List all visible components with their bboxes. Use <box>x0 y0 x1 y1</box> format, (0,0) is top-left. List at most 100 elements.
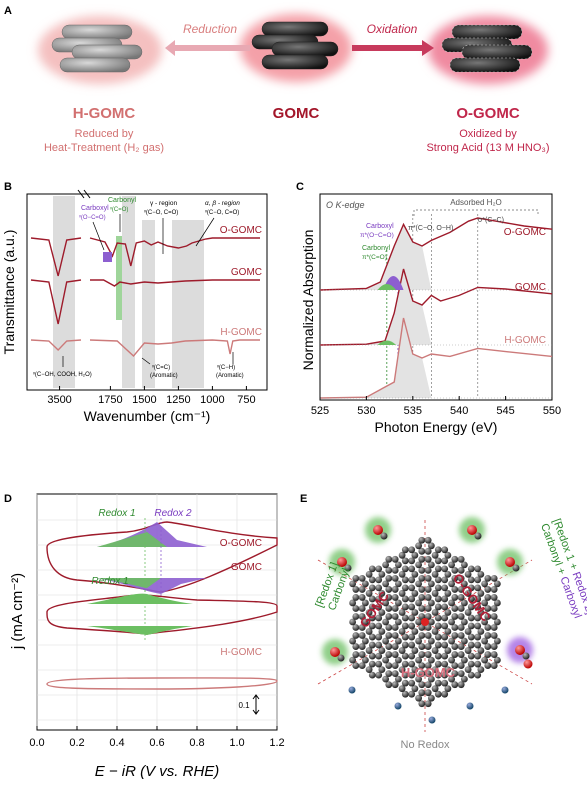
panel-b-carbonyl-sub: ᵛ(C=O) <box>109 207 128 213</box>
panel-e-carbon-atom <box>460 580 468 588</box>
panel-e-carbon-atom <box>375 595 383 603</box>
panel-e-carbon-atom <box>427 599 435 607</box>
panel-e-carbon-atom <box>424 536 432 544</box>
panel-e-carbon-atom <box>352 586 360 593</box>
panel-e-carbon-atom <box>398 590 406 597</box>
panel-e-carbon-atom <box>401 614 409 622</box>
panel-c-carbonyl-sub: π*(C=O) <box>362 254 387 261</box>
panel-e-carbon-atom <box>424 689 432 697</box>
panel-e-carbon-atom <box>464 666 472 674</box>
panel-e-carbon-atom <box>467 641 475 649</box>
panel-e-carbon-atom <box>408 546 416 554</box>
panel-e-carbon-atom <box>385 643 393 650</box>
panel-e-oxygen-atom <box>515 645 525 655</box>
panel-e-carbon-atom <box>375 603 383 611</box>
panel-e-carbon-atom <box>457 643 465 650</box>
h-gomc-line2: Heat-Treatment (H₂ gas) <box>44 142 164 154</box>
panel-d-o-gomc-redox1-ox <box>97 532 167 547</box>
panel-e-carbon-atom <box>484 613 492 620</box>
panel-e-carbon-atom <box>391 670 399 678</box>
panel-e-carbon-atom <box>481 618 489 626</box>
panel-e-carbon-atom <box>424 700 432 708</box>
panel-e-carbon-atom <box>451 613 459 620</box>
panel-e-carbon-atom <box>481 656 489 664</box>
panel-e-carbon-atom <box>441 576 449 584</box>
panel-e-carbon-atom <box>451 574 459 582</box>
panel-e-carbon-atom <box>380 532 388 540</box>
panel-e-carbon-atom <box>490 574 498 582</box>
panel-e-carbon-atom <box>394 656 402 664</box>
panel-e-carbon-atom <box>484 605 492 612</box>
panel-e-carbon-atom <box>375 622 383 630</box>
h-gomc-line1: Reduced by <box>75 128 134 140</box>
panel-e-carbon-atom <box>352 594 360 601</box>
panel-e-carbon-atom <box>441 557 449 565</box>
panel-d-redox1-gomc-label: Redox 1 <box>91 576 128 587</box>
panel-e-carbon-atom <box>474 671 482 679</box>
panel-e-carbon-atom <box>441 641 449 649</box>
panel-e-carbon-atom <box>398 685 406 693</box>
panel-e-carbon-atom <box>368 641 376 649</box>
panel-e-carbon-atom <box>441 565 449 573</box>
panel-e-carbon-atom <box>385 632 393 639</box>
panel-e-carbon-atom <box>401 641 409 649</box>
panel-e-carbon-atom <box>358 624 366 631</box>
panel-e-carbon-atom <box>382 656 390 664</box>
panel-b-series-label: GOMC <box>231 267 262 278</box>
panel-e-carbon-atom <box>358 574 366 582</box>
panel-e-carbon-atom <box>391 594 399 601</box>
panel-e-carbon-atom <box>358 632 366 639</box>
panel-e-carbon-atom <box>352 662 360 670</box>
panel-d-x-tick-label: 0.8 <box>189 737 204 749</box>
panel-e-carbon-atom <box>385 651 393 658</box>
panel-e-carbon-atom <box>477 570 485 578</box>
panel-e-carbon-atom <box>401 595 409 603</box>
panel-a-letter: A <box>4 5 12 17</box>
panel-e-carbon-atom <box>408 633 416 641</box>
panel-e-carbon-atom <box>368 565 376 573</box>
panel-c-x-tick-label: 540 <box>450 405 468 417</box>
panel-c-series-label: GOMC <box>515 282 546 293</box>
panel-b-carboxyl-label: Carboxyl <box>81 205 109 212</box>
panel-e-carbon-atom <box>418 547 426 555</box>
panel-e-carbon-atom <box>448 599 456 607</box>
h-gomc-title: H-GOMC <box>73 105 136 122</box>
panel-e-carbon-atom <box>490 643 498 650</box>
panel-b-series-line-left <box>30 339 82 351</box>
panel-e-carbon-atom <box>408 652 416 660</box>
panel-e-carbon-atom <box>464 647 472 654</box>
panel-e-hgomc-label: H-GOMC <box>401 665 456 680</box>
panel-e-carbon-atom <box>457 574 465 582</box>
panel-e-carbon-atom <box>415 618 423 626</box>
panel-c-sigma-label: σ*(C−C) <box>478 217 504 224</box>
panel-c-series-line <box>319 268 553 346</box>
panel-e-carbon-atom <box>424 643 432 650</box>
panel-e-carbon-atom <box>434 690 442 698</box>
panel-c-x-tick-label: 545 <box>496 405 514 417</box>
panel-e-carbon-atom <box>375 584 383 592</box>
panel-e-carbon-atom <box>424 662 432 670</box>
panel-c-ylabel: Normalized Absorption <box>300 230 316 371</box>
panel-c-frame <box>319 193 553 401</box>
panel-e-carbon-atom <box>467 622 475 630</box>
panel-e-carbon-atom <box>415 675 423 683</box>
panel-e-no-redox: No Redox <box>401 739 450 751</box>
panel-e-carbon-atom <box>451 555 459 563</box>
panel-e-carbon-atom <box>474 641 482 649</box>
panel-e-carbon-atom <box>457 662 465 670</box>
panel-e-carbon-atom <box>484 662 492 670</box>
panel-e-carbon-atom <box>344 564 352 572</box>
panel-e-carbon-atom <box>484 651 492 658</box>
panel-e-carbon-atom <box>358 594 366 601</box>
panel-e-carbon-atom <box>394 580 402 588</box>
panel-e-carbon-atom <box>358 613 366 620</box>
panel-e-carbon-atom <box>352 574 360 582</box>
panel-e-carbon-atom <box>441 614 449 622</box>
panel-e-carbon-atom <box>434 584 442 592</box>
panel-e-carbon-atom <box>490 632 498 639</box>
panel-d-redox1-label: Redox 1 <box>98 508 135 519</box>
panel-d-x-tick-label: 1.0 <box>229 737 244 749</box>
panel-c-title: O K-edge <box>326 200 365 210</box>
panel-d-redox2-label: Redox 2 <box>154 508 192 519</box>
panel-e-carbon-atom <box>401 671 409 679</box>
